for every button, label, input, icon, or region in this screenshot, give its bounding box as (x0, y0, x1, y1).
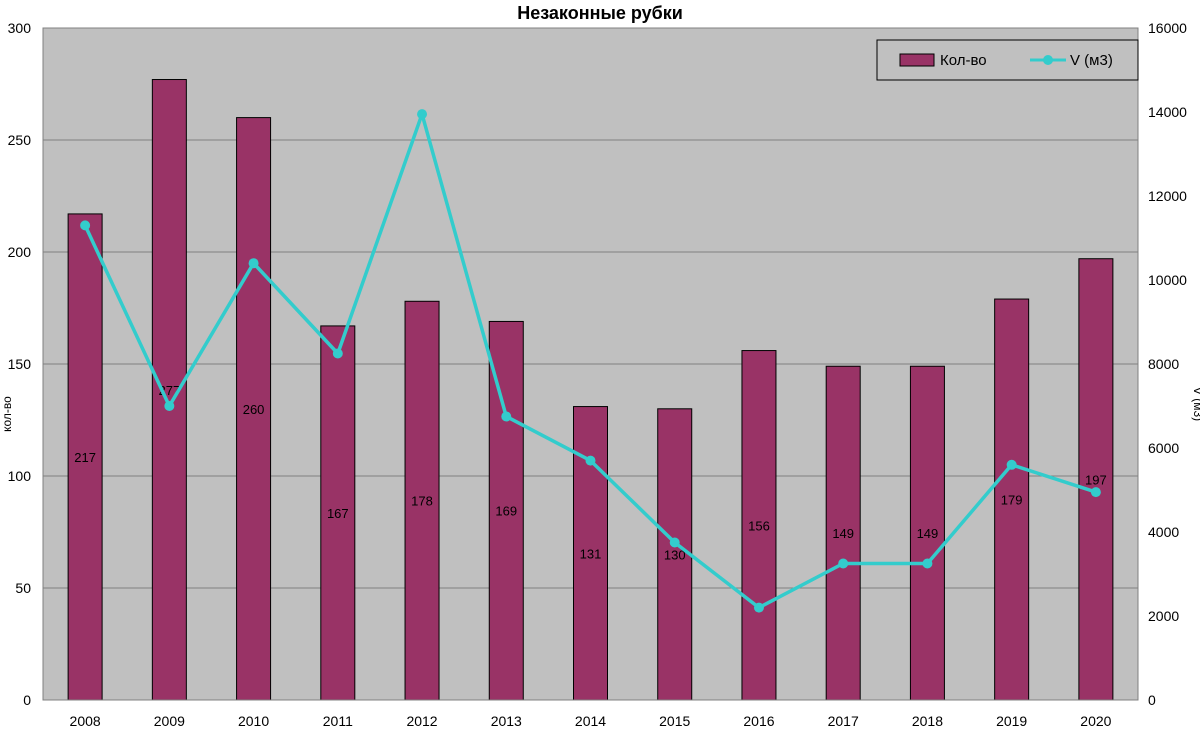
bar-2019 (994, 298, 1030, 701)
legend: Кол-во V (м3) (876, 39, 1139, 81)
bar-2014 (573, 406, 608, 701)
y-left-tick-label: 0 (23, 692, 31, 708)
right-axis-ticks: 0 2000 4000 6000 8000 10000 12000 14000 16000 (1148, 20, 1187, 708)
x-tick-label: 2009 (154, 713, 185, 729)
y-left-tick-label: 50 (15, 580, 31, 596)
y-left-tick-label: 200 (8, 244, 32, 260)
x-tick-label: 2018 (912, 713, 943, 729)
bar-data-label: 156 (748, 518, 770, 533)
line-point-2015 (669, 537, 680, 548)
line-point-2020 (1090, 487, 1101, 498)
line-point-2009 (164, 401, 175, 411)
line-point-2019 (1006, 459, 1017, 470)
x-tick-label: 2015 (659, 713, 690, 729)
line-point-2008 (80, 220, 91, 231)
line-point-2016 (753, 602, 764, 613)
bar-data-label: 131 (580, 546, 602, 561)
x-tick-label: 2011 (323, 713, 353, 729)
chart-title: Незаконные рубки (517, 3, 683, 23)
line-point-2010 (248, 258, 259, 269)
legend-label-bar: Кол-во (940, 52, 987, 69)
x-tick-label: 2020 (1080, 713, 1111, 729)
y-right-tick-label: 8000 (1148, 356, 1179, 372)
y-right-tick-label: 2000 (1148, 608, 1179, 624)
y-right-tick-label: 14000 (1148, 104, 1187, 120)
line-point-2018 (922, 558, 933, 569)
y-right-tick-label: 4000 (1148, 524, 1179, 540)
y-left-tick-label: 100 (8, 468, 32, 484)
legend-swatch-marker (1043, 55, 1053, 65)
x-tick-label: 2016 (743, 713, 774, 729)
y-axis-left-label: кол-во (0, 396, 14, 432)
bar-data-label: 197 (1085, 472, 1107, 487)
legend-swatch-bar (899, 53, 935, 67)
bar-2018 (909, 365, 945, 701)
x-tick-label: 2012 (406, 713, 437, 729)
bar-data-label: 178 (411, 494, 433, 509)
x-tick-label: 2008 (70, 713, 101, 729)
bar-2017 (825, 365, 861, 701)
bar-2013 (488, 320, 524, 701)
bar-2012 (404, 300, 440, 701)
y-right-tick-label: 12000 (1148, 188, 1187, 204)
bar-2008 (67, 213, 103, 701)
bar-2010 (236, 117, 272, 701)
y-axis-right-label: V (м3) (1191, 387, 1200, 421)
y-right-tick-label: 10000 (1148, 272, 1187, 288)
bar-2011 (320, 325, 356, 701)
y-left-tick-label: 250 (8, 132, 32, 148)
y-left-tick-label: 150 (8, 356, 32, 372)
bar-data-label: 179 (1001, 493, 1023, 508)
bar-data-label: 130 (664, 547, 686, 562)
x-tick-label: 2014 (575, 713, 606, 729)
y-right-tick-label: 0 (1148, 692, 1156, 708)
line-point-2014 (585, 455, 596, 466)
y-right-tick-label: 16000 (1148, 20, 1187, 36)
bar-data-label: 217 (74, 450, 96, 465)
x-tick-label: 2019 (996, 713, 1027, 729)
x-tick-label: 2013 (491, 713, 522, 729)
bar-data-label: 149 (917, 526, 939, 541)
y-left-tick-label: 300 (8, 20, 32, 36)
y-right-tick-label: 6000 (1148, 440, 1179, 456)
x-tick-label: 2017 (828, 713, 859, 729)
left-axis-ticks: 0 50 100 150 200 250 300 (8, 20, 32, 708)
line-point-2013 (501, 411, 512, 422)
legend-label-line: V (м3) (1070, 52, 1113, 69)
line-point-2011 (332, 348, 343, 359)
line-series (80, 109, 1101, 613)
bar-data-label: 260 (243, 402, 265, 417)
line-point-2017 (838, 558, 849, 569)
bar-data-label: 169 (495, 504, 517, 519)
bar-data-label: 149 (832, 526, 854, 541)
plot-border (42, 27, 1139, 701)
x-axis-ticks: 2008 2009 2010 2011 2012 2013 2014 2015 2016 2017… (70, 713, 1112, 729)
bar-data-label: 167 (327, 506, 349, 521)
x-tick-label: 2010 (238, 713, 269, 729)
line-point-2012 (417, 109, 428, 120)
bar-2015 (657, 408, 693, 701)
bar-series (67, 79, 1114, 701)
